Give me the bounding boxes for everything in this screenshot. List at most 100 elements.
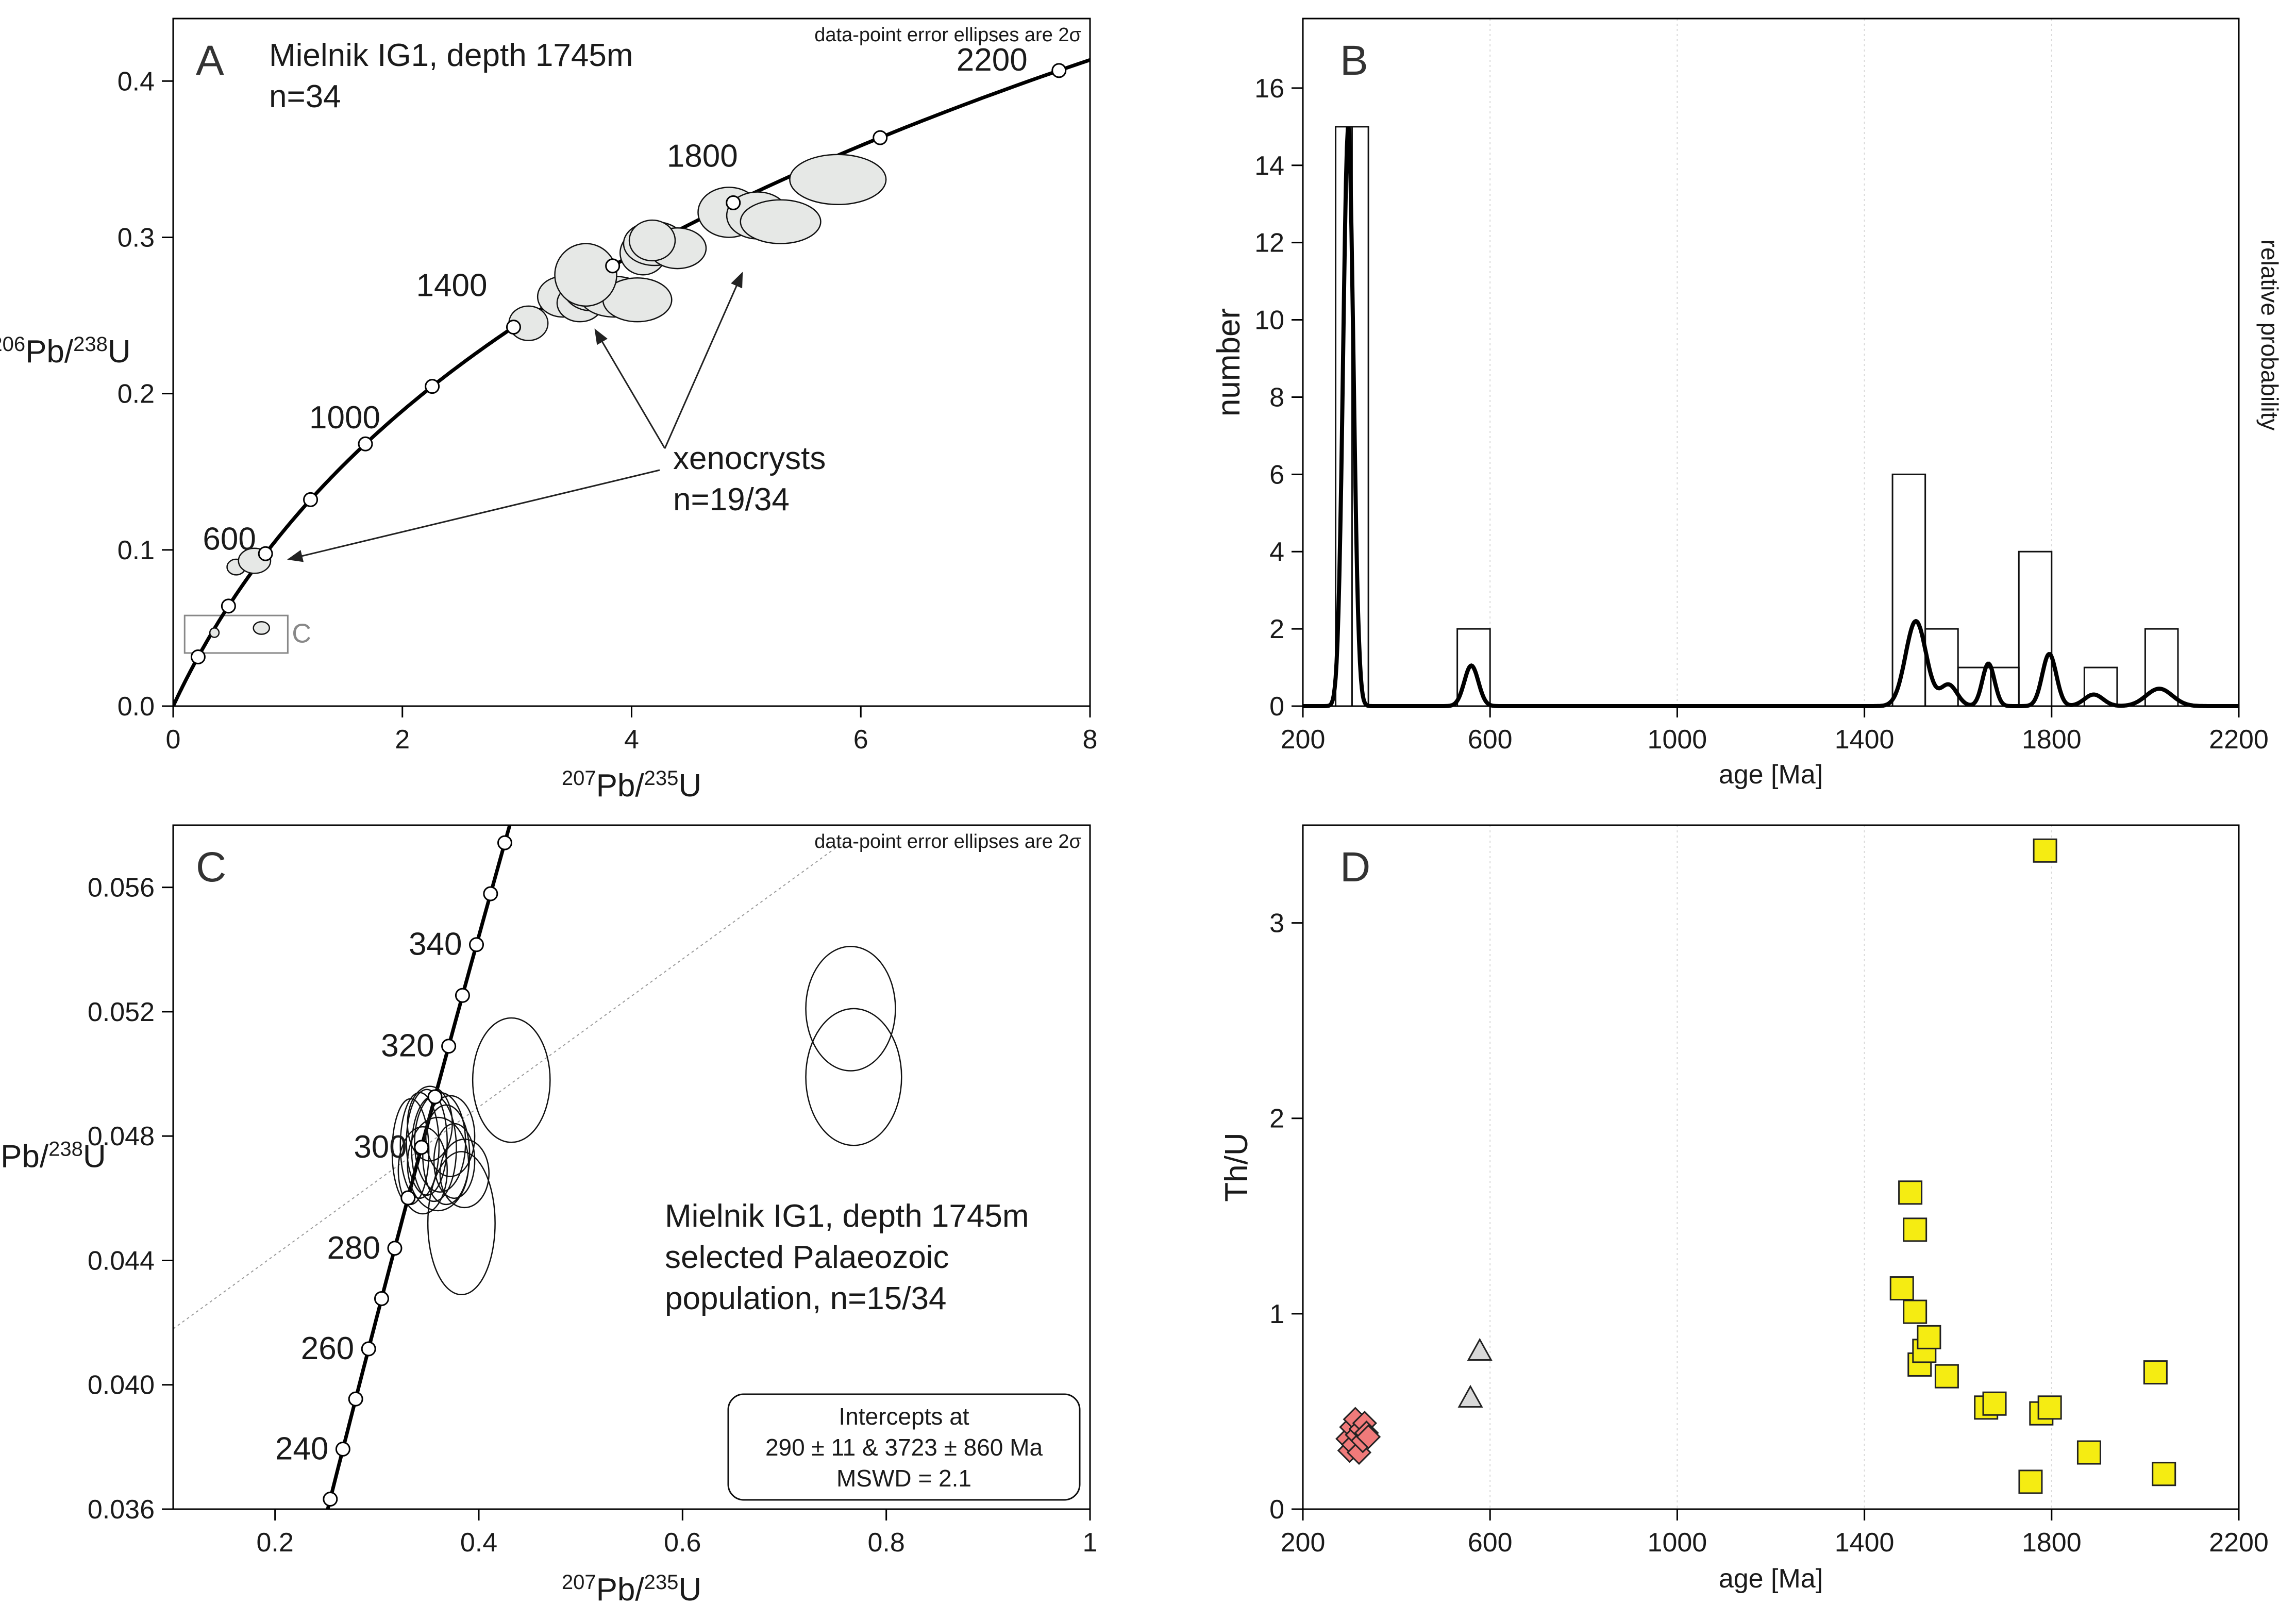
false: 207Pb/235U xyxy=(562,1571,701,1608)
panel-d-y-tick-label: 3 xyxy=(1269,909,1284,939)
panel-a-age-label: 2200 xyxy=(957,42,1028,78)
panel-d-x-tick-label: 1000 xyxy=(1648,1528,1707,1558)
false: 207Pb/235U xyxy=(562,767,701,804)
panel-d-x-tick-label: 1800 xyxy=(2022,1528,2082,1558)
panel-c-x-tick-label: 0.6 xyxy=(664,1528,701,1558)
panel-d-square-marker xyxy=(1903,1217,1928,1242)
panel-c-intercept-values: 290 ± 11 & 3723 ± 860 Ma xyxy=(765,1434,1043,1461)
true-element-b: U xyxy=(83,1139,106,1175)
panel-a-inset-box xyxy=(183,614,289,654)
panel-a-concordia-marker xyxy=(506,320,521,335)
panel-c-error-ellipse xyxy=(397,1126,448,1215)
true-element-a: Pb/ xyxy=(25,334,74,370)
panel-a-x-tick-label: 0 xyxy=(166,725,181,755)
panel-c-intercept-title: Intercepts at xyxy=(839,1403,969,1430)
panel-d-square-marker xyxy=(1982,1391,2007,1416)
panel-c-plot-frame xyxy=(172,824,1091,1510)
panel-a-x-tick-label: 8 xyxy=(1083,725,1098,755)
panel-a-concordia-marker xyxy=(358,436,373,452)
panel-d-square-marker xyxy=(2143,1360,2168,1385)
panel-c-concordia-marker xyxy=(374,1291,389,1306)
panel-a-x-tick-label: 2 xyxy=(395,725,410,755)
panel-d-x-axis-title: age [Ma] xyxy=(1719,1564,1823,1594)
panel-c-error-ellipse xyxy=(805,945,896,1072)
panel-b-y-tick-label: 8 xyxy=(1269,382,1284,412)
panel-a-error-ellipse xyxy=(628,219,676,262)
panel-a-inset-label: C xyxy=(292,619,311,649)
panel-a-concordia-marker xyxy=(258,546,273,561)
panel-d-x-tick-label: 200 xyxy=(1281,1528,1326,1558)
panel-c-plot-area xyxy=(173,825,902,1509)
panel-c-concordia-marker xyxy=(361,1341,376,1357)
panel-a-plot-frame xyxy=(172,18,1091,707)
panel-c-error-ellipse xyxy=(427,1151,496,1296)
panel-a-annotation-arrow xyxy=(664,272,743,449)
panel-b-x-tick-label: 600 xyxy=(1468,725,1513,755)
panel-d-square-marker xyxy=(1903,1299,1928,1324)
panel-b-x-tick-label: 2200 xyxy=(2209,725,2269,755)
panel-b-y-tick-label: 14 xyxy=(1254,151,1284,181)
panel-c-y-tick-label: 0.040 xyxy=(88,1371,155,1400)
panel-a-error-ellipse xyxy=(554,243,617,307)
panel-d-letter: D xyxy=(1340,844,1370,891)
panel-a-y-tick-label: 0.2 xyxy=(118,379,155,409)
panel-c-concordia-marker xyxy=(469,937,484,952)
panel-d-square-marker xyxy=(2076,1440,2101,1465)
panel-c-x-tick-label: 0.8 xyxy=(868,1528,905,1558)
panel-c-age-label: 340 xyxy=(409,927,462,962)
panel-c-y-tick-label: 0.056 xyxy=(88,873,155,903)
panel-b-histogram-bar xyxy=(2083,666,2118,707)
panel-d-square-marker xyxy=(2152,1462,2176,1486)
panel-c-concordia-detail: 240 260 280 300 320 340 0.2 0.4 0.6 0.8 1 0.036 0.04… xyxy=(0,824,1097,1608)
panel-b-y-tick-label: 6 xyxy=(1269,460,1284,490)
panel-d-x-tick-label: 600 xyxy=(1468,1528,1513,1558)
panel-c-concordia-marker xyxy=(348,1391,363,1407)
panel-d-square-marker xyxy=(1917,1325,1941,1349)
panel-a-sample-name: Mielnik IG1, depth 1745m xyxy=(269,38,633,73)
true-mass-b: 238 xyxy=(48,1138,83,1161)
panel-c-intercept-box xyxy=(727,1393,1081,1501)
panel-a-xenocrysts-count: n=19/34 xyxy=(673,482,790,517)
panel-a-error-note: data-point error ellipses are 2σ xyxy=(814,24,1081,46)
panel-c-concordia-marker xyxy=(427,1089,443,1105)
panel-b-x-tick-label: 1000 xyxy=(1648,725,1707,755)
panel-d-y-axis-title: Th/U xyxy=(1219,1132,1254,1201)
panel-a-x-tick-label: 6 xyxy=(853,725,868,755)
panel-b-histogram-bar xyxy=(2018,550,2053,707)
panel-d-square-marker xyxy=(1889,1276,1914,1301)
panel-a-age-label: 1800 xyxy=(667,138,738,174)
panel-a-age-label: 1000 xyxy=(309,400,380,436)
panel-d-square-marker xyxy=(2018,1469,2043,1494)
panel-a-concordia-marker xyxy=(873,130,888,145)
panel-a-concordia-curve xyxy=(173,58,1090,706)
panel-a-x-tick-label: 4 xyxy=(624,725,639,755)
panel-a-concordia-marker xyxy=(605,258,621,274)
true-mass-b: 238 xyxy=(73,333,108,356)
panel-a-age-label: 600 xyxy=(203,521,256,557)
true-element-a: Pb/ xyxy=(1,1139,49,1175)
panel-c-age-label: 260 xyxy=(301,1331,354,1366)
panel-a-xenocrysts-label: xenocrysts xyxy=(673,441,826,476)
panel-c-concordia-marker xyxy=(323,1492,338,1507)
panel-c-concordia-curve xyxy=(326,825,512,1509)
panel-a-concordia-plot: C 600 1000 1400 1800 2200 xenocrysts n=19/34 0 2 4… xyxy=(0,18,1098,804)
panel-c-mswd: MSWD = 2.1 xyxy=(836,1465,971,1492)
panel-c-error-ellipse xyxy=(472,1017,551,1143)
panel-b-histogram-bar xyxy=(1891,473,1926,707)
panel-a-error-ellipse xyxy=(740,199,822,244)
true-element-b: U xyxy=(108,334,131,370)
panel-b-y-tick-label: 10 xyxy=(1254,306,1284,336)
panel-c-concordia-marker xyxy=(414,1140,429,1155)
true: 206Pb/238U xyxy=(0,333,131,370)
panel-c-x-tick-label: 0.4 xyxy=(460,1528,497,1558)
panel-c-concordia-marker xyxy=(400,1190,416,1206)
panel-a-concordia-marker xyxy=(221,598,236,614)
panel-c-error-ellipse xyxy=(406,1089,448,1196)
panel-d-y-tick-label: 1 xyxy=(1269,1299,1284,1329)
panel-b-x-tick-label: 1800 xyxy=(2022,725,2082,755)
panel-c-letter: C xyxy=(196,844,226,891)
panel-a-concordia-marker xyxy=(726,195,741,210)
panel-a-sample-count: n=34 xyxy=(269,79,341,114)
